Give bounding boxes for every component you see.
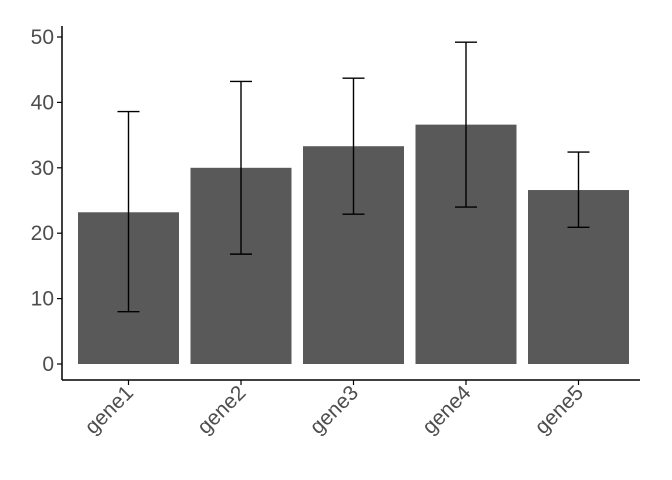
x-tick-label-gene5: gene5 bbox=[530, 381, 588, 439]
y-tick-label: 30 bbox=[31, 157, 54, 180]
y-tick-label: 40 bbox=[31, 91, 54, 114]
error-bar-gene4 bbox=[455, 41, 477, 208]
x-tick-label-gene4: gene4 bbox=[418, 381, 476, 439]
x-axis: gene1 gene2 gene3 gene4 gene5 bbox=[62, 379, 640, 439]
x-tick-label-gene2: gene2 bbox=[193, 381, 251, 439]
error-bar-gene1 bbox=[117, 110, 140, 313]
y-tick-label: 10 bbox=[31, 288, 54, 311]
x-tick-label-gene3: gene3 bbox=[305, 381, 363, 439]
error-bar-gene2 bbox=[230, 80, 252, 255]
y-axis: 0 10 20 30 40 50 bbox=[31, 26, 63, 380]
error-bar-gene5 bbox=[567, 151, 590, 229]
error-bar-gene3 bbox=[342, 77, 365, 215]
x-tick-label-gene1: gene1 bbox=[80, 381, 138, 439]
y-tick-label: 50 bbox=[31, 26, 54, 49]
y-tick-label: 20 bbox=[31, 222, 54, 245]
error-bars-group bbox=[117, 41, 590, 313]
y-tick-label: 0 bbox=[42, 353, 54, 376]
